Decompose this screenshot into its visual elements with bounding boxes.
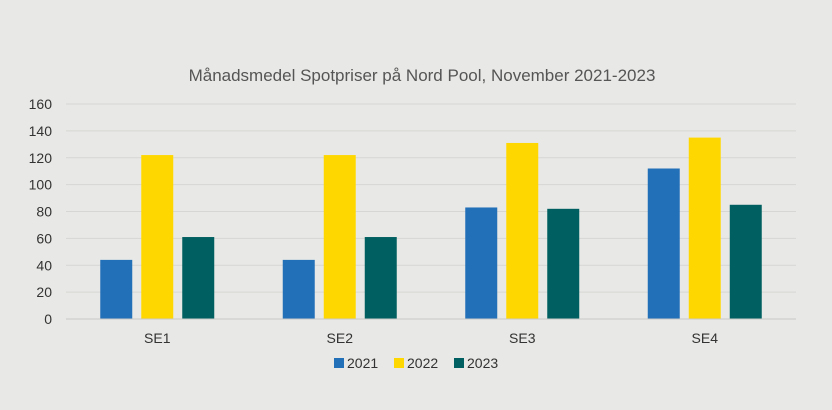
bar-se2-2021	[282, 259, 315, 319]
legend-label: 2022	[407, 355, 438, 371]
chart-title: Månadsmedel Spotpriser på Nord Pool, Nov…	[189, 66, 656, 85]
y-tick-label: 0	[44, 311, 52, 327]
x-category-label: SE1	[144, 330, 171, 346]
bar-se4-2021	[647, 168, 680, 319]
y-tick-label: 100	[29, 177, 53, 193]
x-category-label: SE2	[327, 330, 354, 346]
y-tick-label: 40	[36, 257, 52, 273]
legend-label: 2023	[467, 355, 498, 371]
bar-se3-2023	[547, 208, 580, 319]
bar-se4-2023	[729, 204, 762, 319]
y-tick-label: 140	[29, 123, 53, 139]
x-category-label: SE4	[692, 330, 719, 346]
bar-se3-2022	[506, 142, 539, 319]
bar-se3-2021	[465, 207, 498, 319]
bar-se1-2022	[141, 155, 174, 319]
legend: 2021 2022 2023	[334, 355, 498, 371]
y-axis-ticks: 0 20 40 60 80 100 120 140 160	[29, 96, 53, 327]
y-tick-label: 80	[36, 204, 52, 220]
legend-swatch-2021	[334, 358, 344, 368]
bar-se4-2022	[688, 137, 721, 319]
y-tick-label: 160	[29, 96, 53, 112]
x-axis-categories: SE1 SE2 SE3 SE4	[144, 330, 718, 346]
bars	[100, 137, 762, 319]
gridlines	[66, 103, 796, 293]
legend-label: 2021	[347, 355, 378, 371]
legend-swatch-2023	[454, 358, 464, 368]
bar-se1-2021	[100, 259, 133, 319]
bar-se1-2023	[182, 237, 215, 319]
y-tick-label: 20	[36, 284, 52, 300]
x-category-label: SE3	[509, 330, 536, 346]
bar-se2-2023	[364, 237, 397, 319]
y-tick-label: 60	[36, 230, 52, 246]
legend-swatch-2022	[394, 358, 404, 368]
y-tick-label: 120	[29, 150, 53, 166]
bar-se2-2022	[323, 155, 356, 319]
